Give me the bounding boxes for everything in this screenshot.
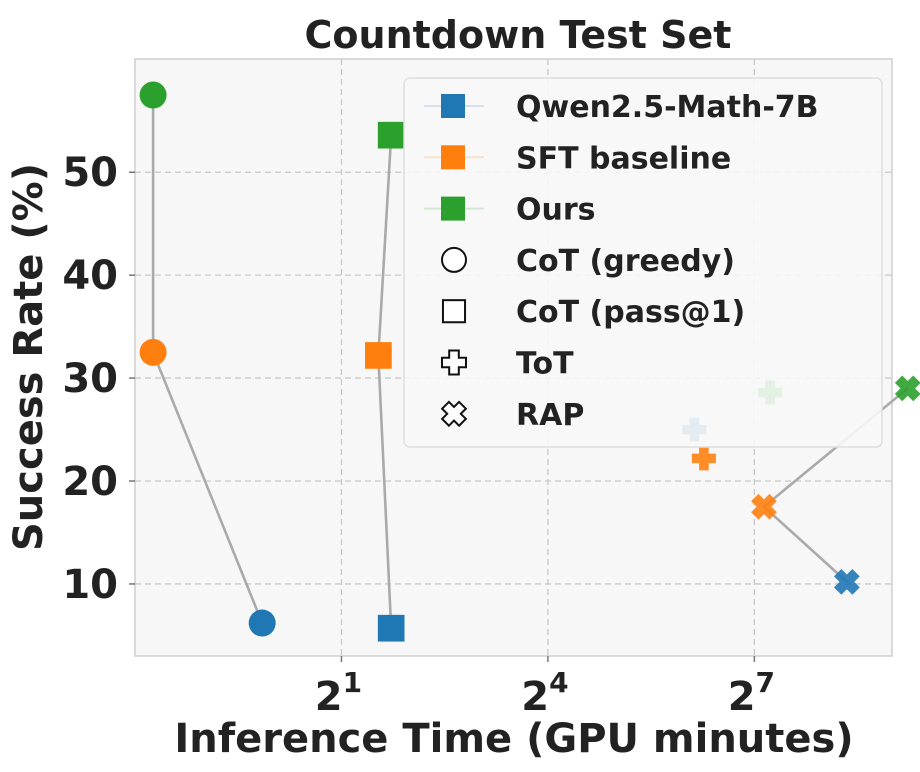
- legend-label-sft-baseline: SFT baseline: [516, 141, 731, 176]
- legend-label-cot-pass-1: CoT (pass@1): [516, 295, 745, 330]
- legend-label-qwen2-5-math-7b: Qwen2.5-Math-7B: [516, 90, 819, 125]
- legend: Qwen2.5-Math-7B SFT baseline Ours CoT (gree…: [403, 77, 883, 448]
- legend-marker-sft-baseline: [441, 145, 465, 170]
- y-tick-label: 50: [62, 150, 118, 196]
- point-sft-baseline-tot: [691, 446, 716, 471]
- x-tick-label: 21: [315, 666, 362, 720]
- point-ours-cot-pass-1: [377, 121, 405, 149]
- y-tick-label: 10: [62, 562, 118, 608]
- point-qwen2-5-math-7b-cot-greedy: [248, 609, 276, 637]
- legend-marker-cot-greedy: [441, 246, 467, 273]
- legend-label-rap: RAP: [516, 398, 584, 433]
- point-sft-baseline-cot-pass-1: [365, 342, 392, 369]
- point-ours-rap: [894, 375, 920, 402]
- x-tick-label: 27: [728, 666, 775, 720]
- legend-label-cot-greedy: CoT (greedy): [516, 244, 735, 279]
- legend-marker-qwen2-5-math-7b: [441, 94, 465, 118]
- point-sft-baseline-cot-greedy: [139, 338, 167, 366]
- point-qwen2-5-math-7b-rap: [834, 569, 860, 595]
- y-axis-ticks: 10 20 30 40 50: [62, 150, 135, 608]
- x-tick-label: 24: [521, 666, 568, 720]
- chart-title: Countdown Test Set: [305, 13, 732, 57]
- y-tick-label: 30: [62, 356, 118, 402]
- legend-box: [403, 77, 883, 448]
- point-ours-cot-greedy: [139, 81, 167, 109]
- y-tick-label: 40: [62, 253, 118, 299]
- data-points: [139, 81, 920, 642]
- point-sft-baseline-rap: [751, 493, 777, 520]
- point-qwen2-5-math-7b-cot-pass-1: [377, 614, 405, 642]
- legend-marker-ours: [441, 196, 465, 221]
- legend-marker-cot-pass-1: [441, 299, 467, 324]
- y-tick-label: 20: [62, 459, 118, 505]
- y-axis-label: Success Rate (%): [6, 163, 52, 551]
- x-axis-label: Inference Time (GPU minutes): [174, 716, 853, 762]
- legend-label-ours: Ours: [516, 193, 596, 228]
- legend-marker-rap: [440, 400, 468, 428]
- legend-marker-tot: [441, 349, 467, 376]
- legend-label-tot: ToT: [516, 347, 574, 382]
- x-axis-ticks: 21 24 27: [315, 656, 775, 720]
